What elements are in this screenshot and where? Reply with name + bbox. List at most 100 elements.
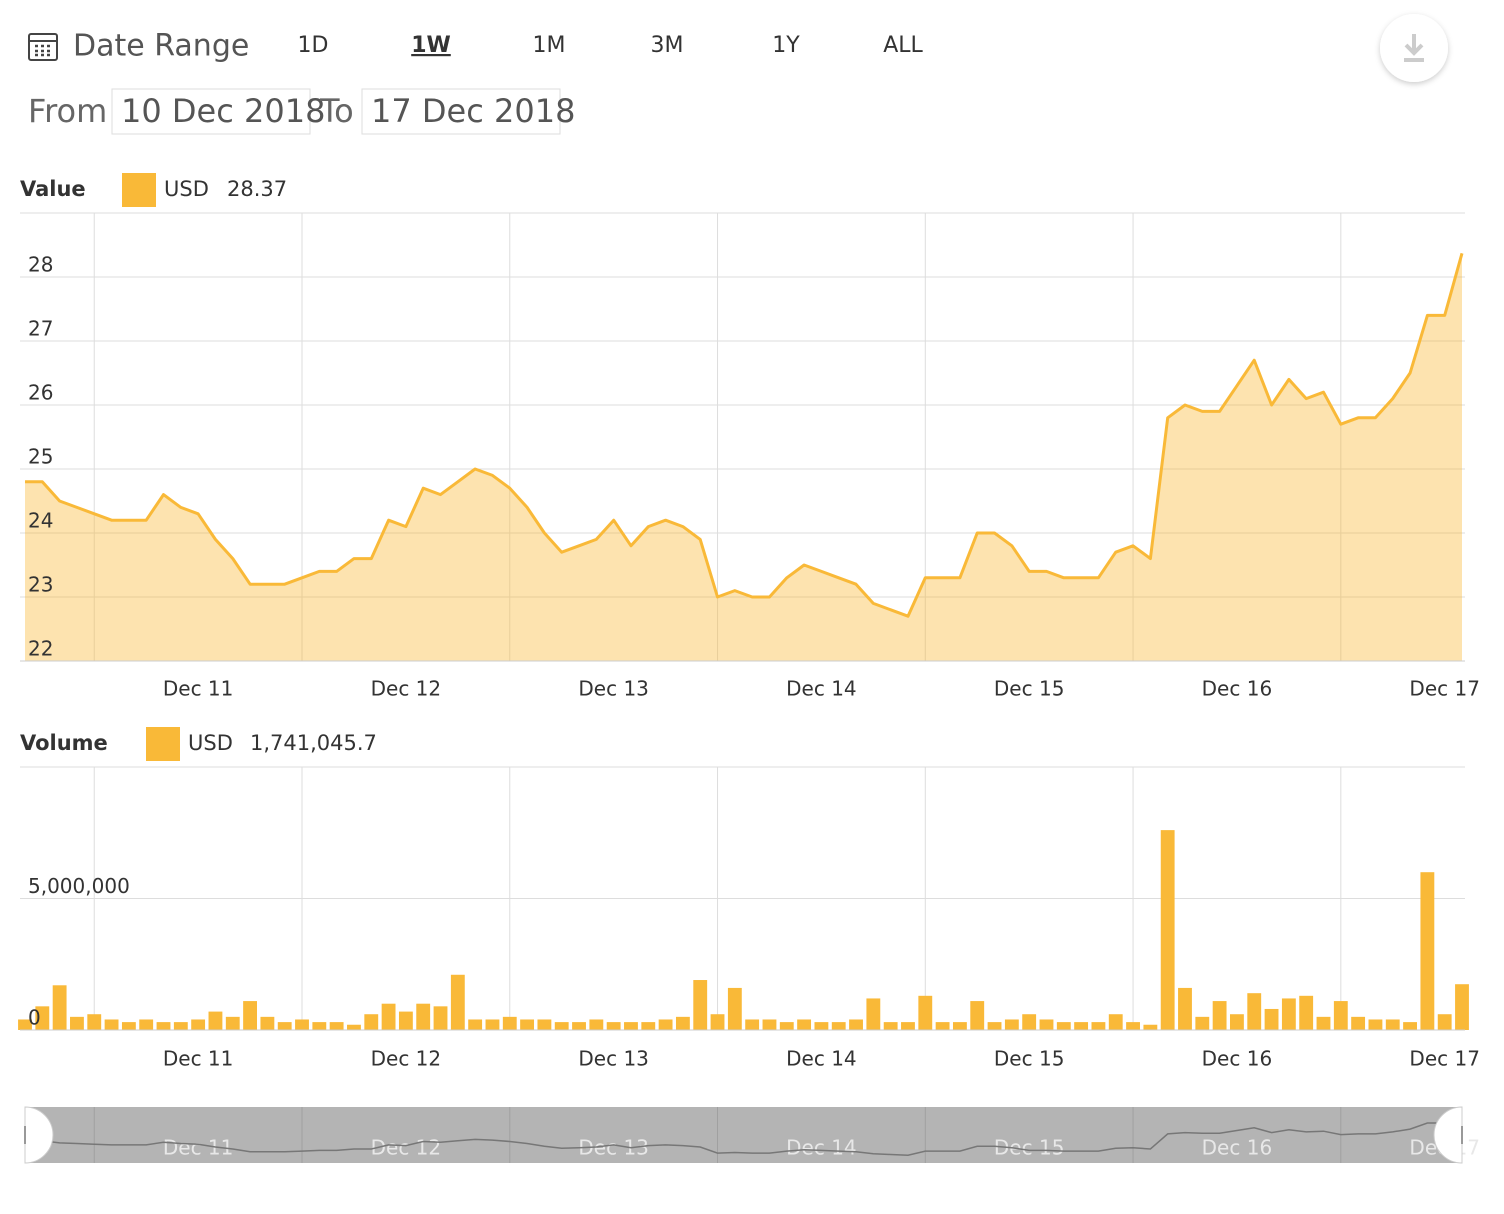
- volume-bar: [1212, 1001, 1227, 1030]
- volume-bar: [1351, 1016, 1366, 1030]
- x-tick-label: Dec 16: [1202, 677, 1273, 701]
- volume-bar: [295, 1019, 309, 1030]
- line: [25, 252, 1464, 618]
- volume-bar: [139, 1019, 154, 1030]
- volume-bar: [52, 985, 67, 1030]
- range-button[interactable]: 1M: [533, 33, 566, 58]
- legend-swatch[interactable]: [146, 727, 180, 761]
- volume-bar: [260, 1016, 275, 1030]
- volume-bar: [1299, 995, 1314, 1030]
- navigator-handle[interactable]: [1433, 1106, 1463, 1164]
- volume-bar: [104, 1019, 119, 1030]
- volume-bar: [468, 1019, 483, 1030]
- y-tick-label: 22: [28, 637, 53, 661]
- navigator-handle[interactable]: [24, 1106, 54, 1164]
- volume-bar: [952, 1022, 967, 1030]
- download-button[interactable]: [1380, 14, 1448, 82]
- from-input[interactable]: [111, 88, 311, 135]
- volume-bar: [675, 1016, 690, 1030]
- legend-value[interactable]: 1,741,045.7: [250, 731, 377, 755]
- x-tick-label: Dec 17: [1409, 1047, 1480, 1071]
- volume-bar: [450, 974, 465, 1030]
- legend-name[interactable]: USD: [164, 177, 209, 201]
- volume-bar: [502, 1016, 517, 1030]
- x-tick-label: Dec 11: [163, 677, 234, 701]
- range-button[interactable]: 3M: [651, 33, 684, 58]
- x-tick-label: Dec 17: [1409, 677, 1480, 701]
- y-tick-label: 28: [28, 253, 53, 277]
- volume-bar: [1437, 1014, 1452, 1030]
- x-tick-label: Dec 11: [163, 1047, 234, 1071]
- volume-bar: [121, 1022, 136, 1030]
- volume-bar: [1385, 1019, 1400, 1030]
- volume-bar: [1056, 1022, 1071, 1030]
- y-tick-label: 23: [28, 573, 53, 597]
- y-tick-label: 0: [28, 1006, 41, 1030]
- volume-bar: [1333, 1001, 1348, 1030]
- volume-bar: [1004, 1019, 1019, 1030]
- legend-name[interactable]: USD: [188, 731, 233, 755]
- volume-bar: [710, 1014, 725, 1030]
- volume-bar: [866, 998, 881, 1030]
- legend-value[interactable]: 28.37: [227, 177, 287, 201]
- date-range-label: Date Range: [73, 29, 249, 64]
- volume-bar: [970, 1001, 985, 1030]
- range-button[interactable]: ALL: [883, 33, 923, 58]
- volume-bar: [329, 1022, 344, 1030]
- legend-swatch[interactable]: [122, 173, 156, 207]
- volume-bar: [156, 1022, 171, 1030]
- x-tick-label: Dec 15: [994, 677, 1065, 701]
- volume-bar: [364, 1014, 379, 1030]
- volume-bar: [1074, 1022, 1089, 1030]
- volume-bar: [381, 1003, 396, 1030]
- volume-bar: [225, 1016, 240, 1030]
- y-tick-label: 26: [28, 381, 53, 405]
- x-tick-label: Dec 12: [371, 1047, 442, 1071]
- volume-bar: [641, 1022, 656, 1030]
- volume-bar: [727, 987, 742, 1030]
- x-tick-label: Dec 16: [1202, 1047, 1273, 1071]
- to-label: To: [319, 92, 354, 130]
- volume-bar: [1160, 830, 1175, 1030]
- volume-bar: [1368, 1019, 1383, 1030]
- to-input[interactable]: [361, 88, 561, 135]
- volume-bar: [572, 1022, 586, 1030]
- volume-bar: [658, 1019, 673, 1030]
- navigator-label: Dec 16: [1202, 1136, 1273, 1160]
- volume-bar: [18, 1019, 32, 1030]
- x-tick-label: Dec 14: [786, 1047, 857, 1071]
- volume-bar: [87, 1014, 102, 1030]
- volume-bar: [797, 1019, 812, 1030]
- x-tick-label: Dec 13: [578, 677, 649, 701]
- volume-bar: [35, 1006, 50, 1030]
- volume-bar: [831, 1022, 846, 1030]
- volume-bar: [1143, 1024, 1158, 1030]
- volume-bar: [1316, 1016, 1331, 1030]
- volume-bar: [1091, 1022, 1106, 1030]
- volume-bar: [485, 1019, 500, 1030]
- range-button[interactable]: 1Y: [772, 33, 800, 58]
- volume-bar: [745, 1019, 760, 1030]
- volume-bar: [398, 1011, 413, 1030]
- volume-bar: [1195, 1016, 1210, 1030]
- volume-bar: [243, 1001, 257, 1030]
- range-button[interactable]: 1W: [411, 33, 451, 58]
- to-date[interactable]: 17 Dec 2018: [371, 92, 575, 130]
- volume-bar: [1403, 1022, 1417, 1030]
- volume-bar: [606, 1022, 621, 1030]
- volume-bar: [191, 1019, 206, 1030]
- chart-title: Volume: [20, 731, 108, 755]
- volume-bar: [762, 1019, 777, 1030]
- range-button[interactable]: 1D: [298, 33, 329, 58]
- navigator[interactable]: [25, 1107, 1462, 1163]
- volume-bar: [173, 1022, 188, 1030]
- calendar-icon: [28, 33, 58, 61]
- volume-bar: [520, 1019, 535, 1030]
- y-tick-label: 25: [28, 445, 53, 469]
- volume-bar: [693, 980, 708, 1030]
- y-tick-label: 24: [28, 509, 53, 533]
- from-date[interactable]: 10 Dec 2018: [121, 92, 325, 130]
- volume-bar: [347, 1024, 361, 1030]
- navigator-label: Dec 14: [786, 1136, 857, 1160]
